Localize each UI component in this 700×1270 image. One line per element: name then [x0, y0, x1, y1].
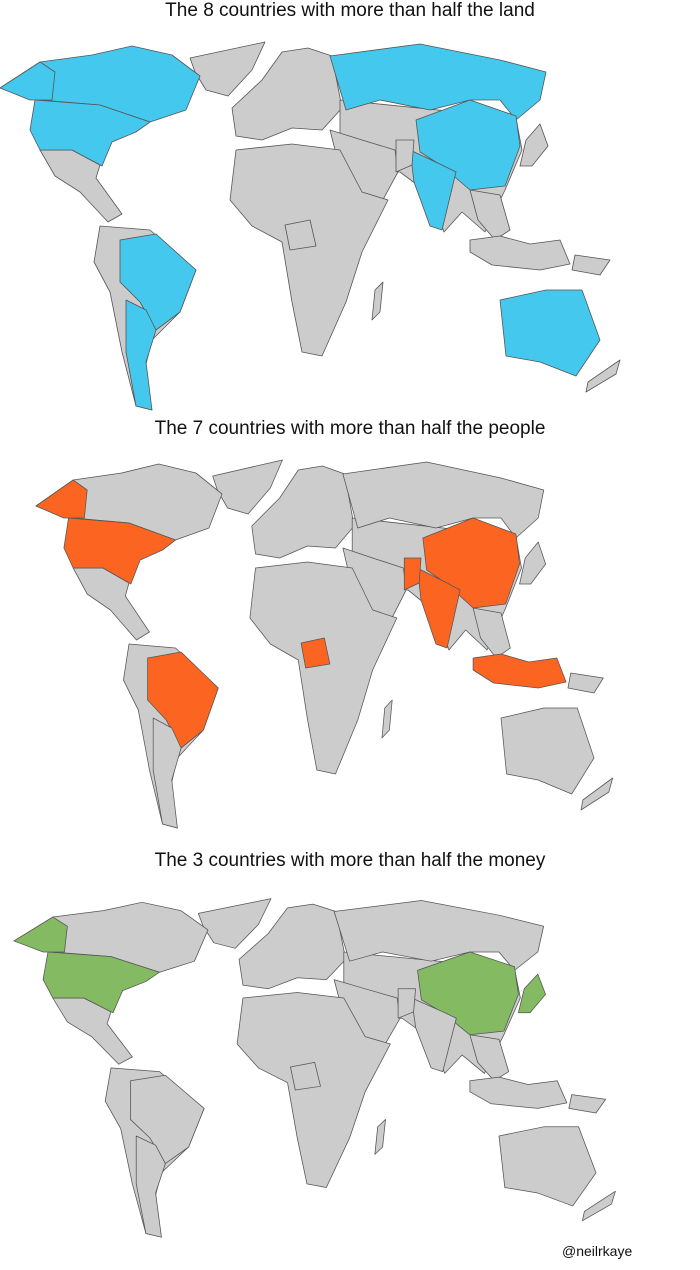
region-russia-highlighted [329, 43, 547, 121]
region-india [411, 997, 457, 1072]
region-mexico [52, 997, 133, 1065]
map-title-money: The 3 countries with more than half the … [154, 850, 546, 871]
map-shapes [0, 41, 621, 411]
region-china-highlighted [417, 951, 519, 1036]
region-madagascar [371, 281, 384, 321]
region-seasia [469, 1034, 510, 1082]
world-map-money [13, 898, 616, 1238]
region-argentina-highlighted [125, 299, 157, 411]
region-russia [342, 461, 545, 539]
map-shapes [13, 898, 616, 1238]
region-africa [249, 561, 398, 775]
region-newzealand [580, 777, 613, 811]
region-mexico [39, 149, 123, 223]
region-nigeria [284, 219, 317, 251]
region-argentina [135, 1135, 166, 1238]
world-map-people [35, 459, 613, 829]
region-africa [236, 992, 391, 1188]
region-seasia [469, 189, 511, 241]
region-russia [333, 900, 545, 971]
region-usa-highlighted [13, 916, 68, 953]
map-title-land: The 8 countries with more than half the … [165, 0, 535, 21]
region-png [571, 254, 611, 276]
region-japan-highlighted [518, 973, 546, 1014]
region-pakistan [395, 139, 415, 173]
region-australia [498, 1126, 597, 1207]
map-shapes [35, 459, 613, 829]
region-usa-highlighted [29, 99, 151, 167]
region-newzealand [582, 1190, 616, 1222]
region-brazil [130, 1074, 205, 1164]
author-credit: @neilrkaye [562, 1243, 633, 1259]
map-title-people: The 7 countries with more than half the … [154, 418, 546, 439]
region-nigeria [290, 1062, 321, 1091]
region-usa-highlighted [0, 61, 56, 101]
region-indonesia-highlighted [472, 653, 567, 689]
region-indonesia [469, 235, 571, 271]
region-japan [519, 123, 549, 167]
region-china-highlighted [415, 99, 521, 191]
region-indonesia [469, 1076, 568, 1109]
region-australia-highlighted [499, 289, 601, 377]
region-brazil-highlighted [147, 651, 219, 749]
region-madagascar [381, 699, 393, 739]
region-argentina [152, 717, 182, 829]
region-usa-highlighted [35, 479, 88, 519]
region-africa [229, 143, 389, 357]
region-png [568, 1094, 607, 1114]
region-png [567, 672, 604, 694]
region-nigeria-highlighted [300, 637, 331, 669]
region-seasia [472, 607, 511, 659]
region-mexico [72, 567, 150, 641]
region-pakistan [397, 988, 416, 1019]
region-australia [500, 707, 595, 795]
region-japan [519, 541, 547, 585]
region-usa-highlighted [63, 517, 176, 585]
world-map-land [0, 41, 621, 411]
region-newzealand [585, 359, 621, 393]
region-india-highlighted [416, 567, 461, 649]
region-india-highlighted [409, 149, 457, 231]
region-usa-highlighted [42, 951, 160, 1014]
region-pakistan-highlighted [403, 557, 422, 591]
region-brazil-highlighted [119, 233, 197, 331]
region-madagascar [374, 1119, 386, 1155]
region-china-highlighted [422, 517, 520, 609]
